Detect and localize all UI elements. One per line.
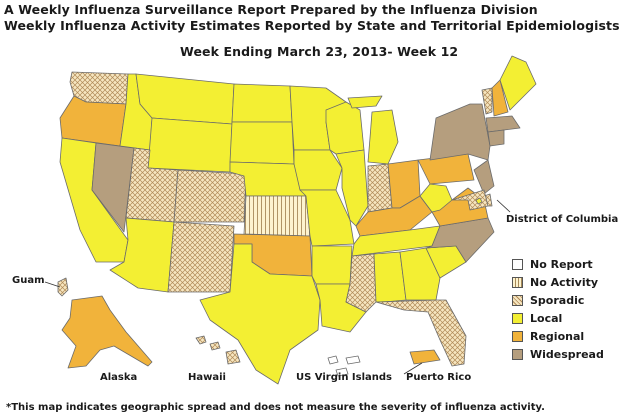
label-guam: Guam — [12, 275, 45, 286]
state-co — [173, 169, 247, 223]
label-usvi: US Virgin Islands — [296, 372, 392, 383]
label-pr: Puerto Rico — [406, 372, 471, 383]
state-pa — [417, 153, 475, 185]
state-nh — [491, 79, 509, 117]
legend-swatch — [512, 276, 523, 288]
report-subtitle: Weekly Influenza Activity Estimates Repo… — [4, 18, 620, 33]
dc-leader-line — [496, 199, 511, 213]
guam-leader-line — [44, 281, 61, 288]
legend: No Report No Activity Sporadic Local Regiona… — [512, 255, 604, 363]
legend-swatch — [512, 348, 523, 360]
label-alaska: Alaska — [100, 372, 137, 383]
state-ma — [485, 115, 521, 133]
pr-leader-line — [403, 362, 423, 375]
legend-item-cross: Sporadic — [512, 291, 604, 309]
state-ar — [311, 245, 353, 285]
state-md — [451, 189, 489, 211]
report-title: A Weekly Influenza Surveillance Report P… — [4, 2, 538, 17]
legend-label: Widespread — [530, 347, 604, 361]
state-il — [335, 149, 369, 227]
label-hawaii: Hawaii — [188, 372, 226, 383]
state-ga — [399, 247, 441, 301]
state-dc — [475, 197, 483, 205]
legend-swatch — [512, 258, 523, 270]
state-wi — [325, 101, 365, 155]
footnote: *This map indicates geographic spread an… — [6, 402, 545, 413]
legend-item-widespread: Widespread — [512, 345, 604, 363]
state-sd — [229, 121, 295, 165]
state-mo — [299, 189, 355, 247]
legend-swatch — [512, 312, 523, 324]
label-dc: District of Columbia — [506, 214, 618, 225]
legend-item-local: Local — [512, 309, 604, 327]
state-nd — [231, 83, 293, 123]
state-vi — [327, 355, 361, 377]
state-ks — [243, 195, 311, 237]
state-nm — [167, 221, 235, 293]
legend-swatch — [512, 330, 523, 342]
legend-swatch — [512, 294, 523, 306]
state-vt — [481, 87, 493, 115]
state-ct — [487, 129, 505, 147]
state-gu — [57, 277, 69, 297]
state-ia — [293, 149, 343, 191]
legend-label: Regional — [530, 329, 585, 343]
state-pr — [409, 349, 441, 365]
state-wy — [147, 117, 233, 173]
state-nc — [425, 217, 495, 263]
legend-label: Sporadic — [530, 293, 585, 307]
state-me — [499, 55, 537, 111]
state-fl — [375, 299, 467, 367]
legend-label: No Report — [530, 257, 593, 271]
state-mt — [135, 73, 235, 125]
legend-item-none: No Report — [512, 255, 604, 273]
state-or — [59, 95, 127, 147]
legend-item-regional: Regional — [512, 327, 604, 345]
week-label: Week Ending March 23, 2013- Week 12 — [180, 44, 459, 59]
state-ak — [61, 295, 153, 369]
legend-label: Local — [530, 311, 563, 325]
state-tx — [199, 243, 321, 385]
legend-item-stripes: No Activity — [512, 273, 604, 291]
legend-label: No Activity — [530, 275, 599, 289]
state-ny — [429, 103, 491, 161]
state-nj — [473, 159, 495, 195]
state-hi — [195, 335, 241, 365]
